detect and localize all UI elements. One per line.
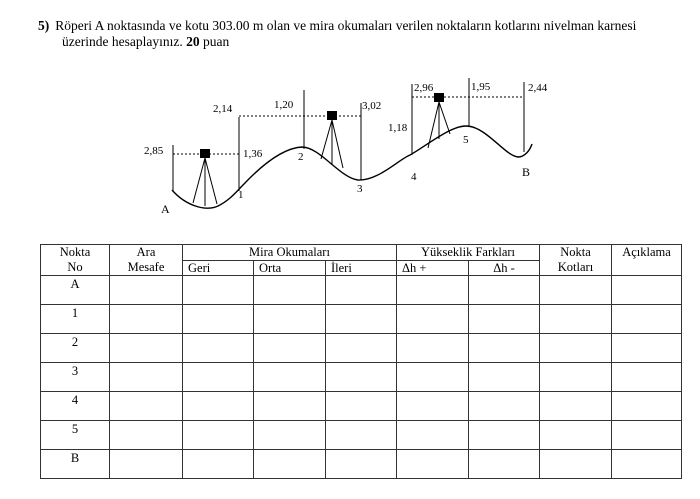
header-orta: Orta	[253, 259, 326, 276]
point-label: 3	[357, 183, 363, 195]
question-points: 20	[186, 34, 200, 49]
leveling-diagram: 2,85 2,14 1,36 1,20 3,02 1,18 2,96 1,95 …	[144, 78, 548, 216]
reading-label: 3,02	[362, 100, 381, 112]
level-instrument-1	[192, 149, 218, 206]
header-aciklama: Açıklama	[611, 244, 682, 276]
table-row: 1	[40, 304, 682, 334]
reading-label: 2,14	[213, 103, 233, 115]
reading-label: 1,20	[274, 99, 294, 111]
reading-label: 2,85	[144, 145, 164, 157]
point-label: A	[161, 202, 170, 216]
question-number: 5)	[38, 18, 50, 33]
header-ileri: İleri	[325, 259, 397, 276]
table-row: A	[40, 275, 682, 305]
point-label: 2	[298, 151, 304, 163]
header-nokta-no: Nokta No	[40, 244, 110, 276]
row-point-label: B	[40, 449, 110, 479]
header-dh-plus: Δh +	[396, 259, 469, 276]
row-point-label: 1	[40, 304, 110, 334]
reading-label: 2,44	[528, 82, 548, 94]
row-point-label: 4	[40, 391, 110, 421]
table-row: 2	[40, 333, 682, 363]
header-mira-okumalari: Mira Okumaları	[182, 244, 397, 261]
level-instrument-2	[320, 111, 344, 169]
reading-label: 1,18	[388, 122, 408, 134]
level-instrument-3	[427, 93, 451, 149]
point-label: 4	[411, 171, 417, 183]
header-nokta-kotlari: Nokta Kotları	[539, 244, 612, 276]
reading-label: 1,36	[243, 148, 263, 160]
header-geri: Geri	[182, 259, 254, 276]
table-row: 3	[40, 362, 682, 392]
reading-label: 2,96	[414, 82, 434, 94]
question-line-2: üzerinde hesaplayınız.	[62, 34, 183, 49]
table-row: 4	[40, 391, 682, 421]
terrain-profile	[171, 125, 533, 209]
table-row: B	[40, 449, 682, 479]
point-label: 5	[463, 134, 469, 146]
row-point-label: 2	[40, 333, 110, 363]
point-label: B	[522, 165, 530, 179]
leveling-carnet-table: Nokta No Ara Mesafe Mira Okumaları Yüksekl…	[40, 244, 682, 479]
row-point-label: A	[40, 275, 110, 305]
question-line-1: Röperi A noktasında ve kotu 303.00 m ola…	[55, 18, 637, 33]
table-row: 5	[40, 420, 682, 450]
header-yukseklik-farklari: Yükseklik Farkları	[396, 244, 540, 261]
header-ara-mesafe: Ara Mesafe	[109, 244, 183, 276]
row-point-label: 3	[40, 362, 110, 392]
question-text: 5) Röperi A noktasında ve kotu 303.00 m o…	[38, 18, 678, 50]
point-label: 1	[238, 189, 244, 201]
header-dh-minus: Δh -	[468, 259, 540, 276]
question-points-suffix: puan	[202, 34, 230, 49]
row-point-label: 5	[40, 420, 110, 450]
reading-label: 1,95	[471, 81, 491, 93]
